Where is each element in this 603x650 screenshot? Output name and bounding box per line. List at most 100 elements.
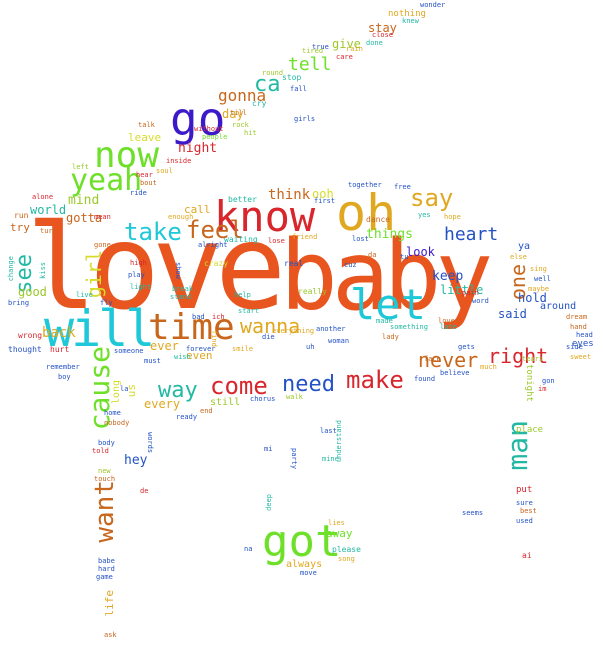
word-much: much <box>480 363 497 371</box>
word-hard: hard <box>98 565 115 573</box>
word-pain: pain <box>462 289 479 297</box>
word-body: body <box>98 439 115 447</box>
word-hold: hold <box>518 291 547 305</box>
word-feel: feel <box>186 216 244 244</box>
word-want: want <box>90 480 120 543</box>
word-mind: mind <box>68 193 100 208</box>
word-inside: inside <box>166 157 192 165</box>
word-sweet: sweet <box>570 353 592 361</box>
word-fall: fall <box>290 85 307 93</box>
word-sing: sing <box>530 265 547 273</box>
word-end: end <box>200 407 213 415</box>
word-show: show <box>174 262 182 279</box>
word-someone: someone <box>114 347 144 355</box>
word-de: de <box>140 487 149 495</box>
word-run: run <box>14 211 29 220</box>
word-cuz: cuz <box>344 261 357 269</box>
word-first: first <box>314 197 336 205</box>
word-will: will <box>44 300 155 358</box>
word-believe: believe <box>440 369 470 377</box>
word-still: still <box>210 397 241 408</box>
word-away: away <box>326 527 353 540</box>
word-deep: deep <box>265 494 273 511</box>
word-stand: stand <box>170 293 192 301</box>
word-im: im <box>538 385 547 393</box>
word-need: need <box>282 372 335 397</box>
word-thought: thought <box>8 345 42 354</box>
word-ever: ever <box>150 339 179 353</box>
word-bout: bout <box>140 179 157 187</box>
word-lose: lose <box>268 237 285 245</box>
word-wanna: wanna <box>240 314 301 338</box>
word-head: head <box>576 331 593 339</box>
word-turn: turn <box>40 227 57 235</box>
word-side: side <box>566 343 583 351</box>
word-mine: mine <box>322 455 339 463</box>
word-la: la <box>120 385 129 393</box>
word-hope: hope <box>444 213 461 221</box>
word-tu: tu <box>400 253 409 261</box>
word-say: say <box>410 184 454 212</box>
word-yeah: yeah <box>70 163 143 198</box>
word-touch: touch <box>94 475 116 483</box>
word-wrong: wrong <box>18 331 43 340</box>
word-lies: lies <box>328 519 345 527</box>
word-uh: uh <box>306 343 315 351</box>
word-gonna: gonna <box>218 86 267 105</box>
word-let: let <box>350 280 426 329</box>
word-wish: wish <box>174 353 191 361</box>
word-hurt: hurt <box>50 345 70 354</box>
word-rain: rain <box>346 45 363 53</box>
word-babe: babe <box>98 557 115 565</box>
word-look: look <box>406 245 435 259</box>
word-gon: gon <box>542 377 555 385</box>
word-home: home <box>104 409 121 417</box>
word-live: live <box>76 291 93 299</box>
word-start: start <box>238 307 260 315</box>
word-nothing: nothing <box>388 9 426 19</box>
word-close: close <box>372 31 394 39</box>
word-smile: smile <box>232 345 254 353</box>
word-party: party <box>290 448 298 470</box>
word-every: every <box>144 397 181 411</box>
word-said: said <box>498 307 527 321</box>
word-take: take <box>124 218 182 246</box>
word-even: even <box>186 349 213 362</box>
word-friend: friend <box>292 233 318 241</box>
word-hear: hear <box>136 171 153 179</box>
word-cause: cause <box>83 346 116 431</box>
word-night: night <box>178 141 218 156</box>
word-best: best <box>520 507 537 515</box>
word-left: left <box>72 163 89 171</box>
word-remember: remember <box>46 363 80 371</box>
word-na: na <box>244 545 253 553</box>
word-ask: ask <box>104 631 117 639</box>
word-back: back <box>42 325 76 341</box>
word-think: think <box>268 187 311 203</box>
word-baby: baby <box>280 220 493 332</box>
word-mi: mi <box>264 445 273 453</box>
word-eyes: eyes <box>572 339 594 349</box>
word-ooh: ooh <box>312 187 334 201</box>
word-mean: mean <box>94 213 111 221</box>
word-time: time <box>148 307 235 348</box>
word-understand: understand <box>335 420 343 463</box>
word-forever: forever <box>186 345 216 353</box>
word-little: little <box>440 283 484 297</box>
word-better: better <box>228 195 257 204</box>
word-love: love <box>26 198 286 336</box>
word-words: words <box>146 432 154 454</box>
word-nobody: nobody <box>104 419 130 427</box>
word-stay: stay <box>368 21 397 35</box>
word-bring: bring <box>8 299 30 307</box>
word-tell: tell <box>288 54 332 75</box>
word-life: life <box>103 590 116 617</box>
word-gets: gets <box>458 343 475 351</box>
word-else: else <box>510 253 527 261</box>
word-made: made <box>376 317 393 325</box>
word-tears: tears <box>522 355 544 363</box>
word-chorus: chorus <box>250 395 276 403</box>
word-word: word <box>472 297 489 305</box>
word-care: care <box>336 53 353 61</box>
word-lady: lady <box>382 333 399 341</box>
